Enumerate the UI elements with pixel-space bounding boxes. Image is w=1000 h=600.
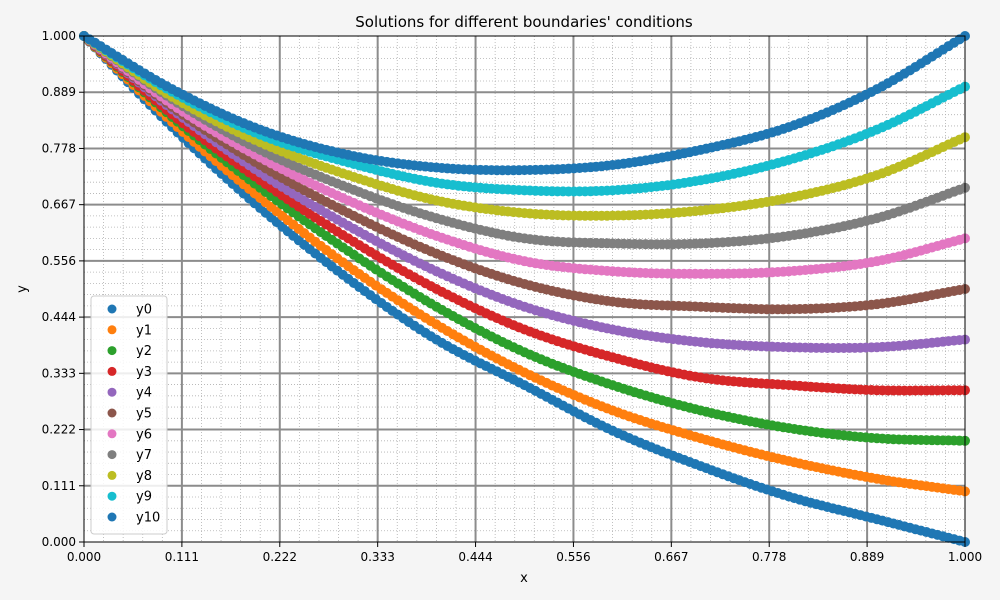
y-tick-label: 1.000: [42, 29, 76, 43]
legend-label-y6: y6: [136, 427, 152, 442]
y-tick-label: 0.778: [42, 141, 76, 155]
x-tick-label: 0.667: [654, 550, 688, 564]
legend-label-y4: y4: [136, 386, 152, 401]
legend-marker-y5: [107, 408, 117, 418]
legend-marker-y3: [107, 366, 117, 376]
series-y0: [79, 31, 970, 547]
series-y10: [79, 31, 970, 176]
x-tick-label: 0.000: [67, 550, 101, 564]
x-tick-label: 0.556: [556, 550, 590, 564]
legend-marker-y1: [107, 325, 117, 335]
y-tick-label: 0.444: [42, 310, 76, 324]
x-tick-label: 0.333: [360, 550, 394, 564]
y-tick-label: 0.556: [42, 254, 76, 268]
legend-marker-y6: [107, 429, 117, 439]
legend-label-y10: y10: [136, 511, 160, 526]
legend-label-y5: y5: [136, 407, 152, 422]
y-tick-label: 0.000: [42, 535, 76, 549]
legend: y0 y1 y2 y3 y4 y5 y6 y7 y8 y9 y10: [90, 295, 168, 535]
legend-marker-y0: [107, 304, 117, 314]
x-tick-label: 0.889: [850, 550, 884, 564]
legend-marker-y10: [107, 512, 117, 522]
legend-marker-y9: [107, 491, 117, 501]
legend-marker-y7: [107, 450, 117, 460]
legend-marker-y4: [107, 387, 117, 397]
x-axis-title: x: [520, 571, 528, 586]
axis-ticks: 0.000 0.111 0.222 0.333 0.444 0.556 0.667 0.778…: [42, 29, 983, 564]
legend-label-y7: y7: [136, 448, 152, 463]
x-tick-label: 0.111: [165, 550, 199, 564]
legend-label-y9: y9: [136, 490, 152, 505]
y-tick-label: 0.333: [42, 366, 76, 380]
legend-label-y8: y8: [136, 469, 152, 484]
legend-marker-y8: [107, 470, 117, 480]
x-tick-label: 0.778: [752, 550, 786, 564]
legend-label-y1: y1: [136, 323, 152, 338]
legend-label-y2: y2: [136, 344, 152, 359]
x-tick-label: 0.444: [458, 550, 492, 564]
legend-box: [90, 295, 168, 535]
y-tick-label: 0.111: [42, 479, 76, 493]
series-y6: [79, 31, 970, 279]
plot-frame: [83, 35, 966, 543]
x-tick-label: 0.222: [263, 550, 297, 564]
y-tick-label: 0.667: [42, 198, 76, 212]
y-axis-title: y: [15, 285, 30, 293]
legend-marker-y2: [107, 346, 117, 356]
legend-label-y0: y0: [136, 303, 152, 318]
legend-label-y3: y3: [136, 365, 152, 380]
chart-title: Solutions for different boundaries' cond…: [355, 13, 693, 31]
series-layer: [79, 31, 970, 547]
y-tick-label: 0.889: [42, 85, 76, 99]
y-tick-label: 0.222: [42, 423, 76, 437]
x-tick-label: 1.000: [948, 550, 982, 564]
